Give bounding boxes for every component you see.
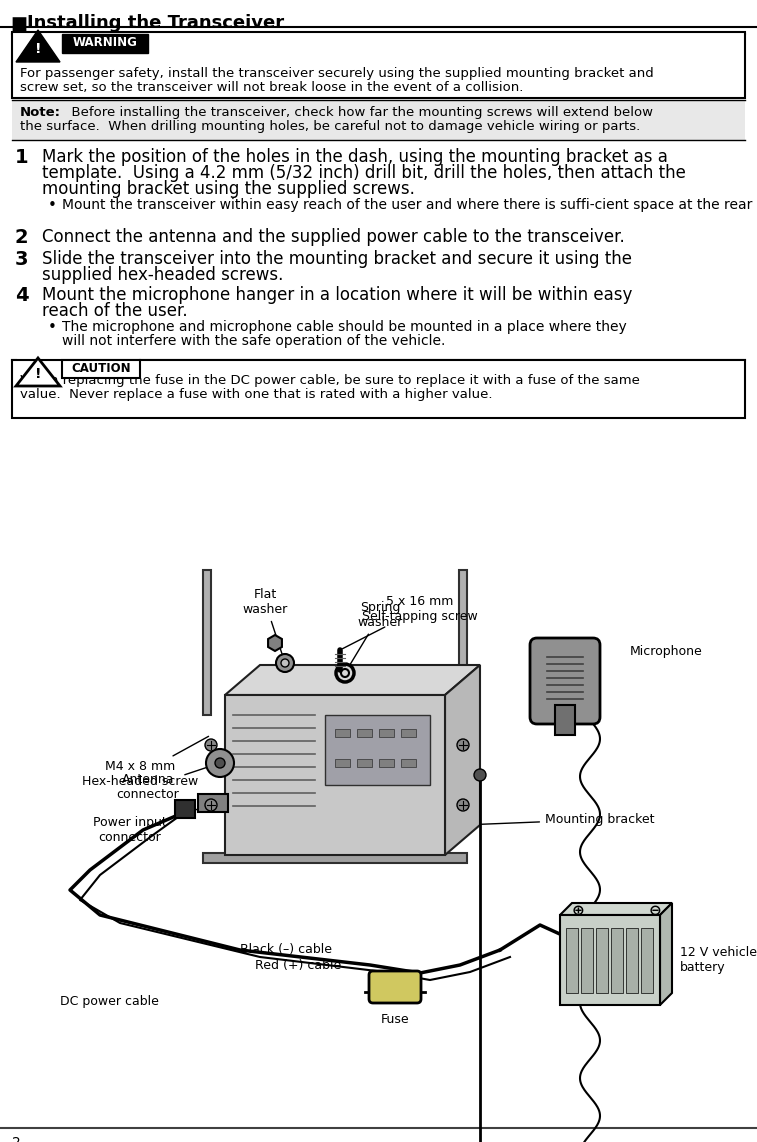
Bar [379,759,394,767]
Bar [626,928,638,994]
Text: template.  Using a 4.2 mm (5/32 inch) drill bit, drill the holes, then attach th: template. Using a 4.2 mm (5/32 inch) dri… [42,164,686,182]
Text: Note:: Note: [20,106,61,119]
Bar [641,928,653,994]
Text: 12 V vehicle
battery: 12 V vehicle battery [680,946,757,974]
Bar [12,360,745,418]
Bar [357,759,372,767]
Text: Mounting bracket: Mounting bracket [466,813,655,826]
Polygon shape [225,665,480,695]
Text: value.  Never replace a fuse with one that is rated with a higher value.: value. Never replace a fuse with one tha… [20,388,493,401]
Text: 5 x 16 mm
Self-tapping screw: 5 x 16 mm Self-tapping screw [342,595,478,649]
Bar [566,928,578,994]
Text: the surface.  When drilling mounting holes, be careful not to damage vehicle wir: the surface. When drilling mounting hole… [20,120,640,132]
Polygon shape [560,915,660,1005]
Polygon shape [16,357,60,386]
Text: will not interfere with the safe operation of the vehicle.: will not interfere with the safe operati… [62,333,445,348]
Circle shape [457,799,469,811]
Text: Red (+) cable: Red (+) cable [255,959,341,972]
Text: Flat
washer: Flat washer [242,588,288,660]
Polygon shape [16,30,60,62]
Text: •: • [48,198,57,214]
Circle shape [205,799,217,811]
Text: The microphone and microphone cable should be mounted in a place where they: The microphone and microphone cable shou… [62,320,627,333]
Bar [335,729,350,737]
Bar [325,715,430,785]
Bar [401,729,416,737]
Bar [611,928,623,994]
Text: Microphone: Microphone [630,645,702,658]
Bar [198,794,228,812]
Text: !: ! [35,367,41,381]
Text: WARNING: WARNING [73,37,138,49]
Text: reach of the user.: reach of the user. [42,301,188,320]
Text: ■: ■ [10,15,27,33]
Text: Black (–) cable: Black (–) cable [240,943,332,956]
Text: 3: 3 [15,250,29,270]
Bar [401,759,416,767]
Polygon shape [268,635,282,651]
Bar [357,729,372,737]
Circle shape [206,749,234,777]
Text: !: ! [35,42,41,56]
Text: screw set, so the transceiver will not break loose in the event of a collision.: screw set, so the transceiver will not b… [20,81,523,94]
Bar [555,705,575,735]
Text: Spring
washer: Spring washer [347,601,403,670]
FancyBboxPatch shape [369,971,421,1003]
Text: Fuse: Fuse [381,1013,410,1026]
Polygon shape [660,903,672,1005]
Text: Mount the transceiver within easy reach of the user and where there is suffi­cie: Mount the transceiver within easy reach … [62,198,757,212]
Text: DC power cable: DC power cable [60,995,159,1008]
Text: Antenna
connector: Antenna connector [117,764,217,801]
Bar [12,32,745,98]
Text: mounting bracket using the supplied screws.: mounting bracket using the supplied scre… [42,180,415,198]
Circle shape [205,739,217,751]
Polygon shape [225,695,445,855]
Text: Power input
connector: Power input connector [93,806,205,844]
Circle shape [474,769,486,781]
Bar [581,928,593,994]
Text: For passenger safety, install the transceiver securely using the supplied mounti: For passenger safety, install the transc… [20,67,654,80]
Text: CAUTION: CAUTION [71,362,131,376]
Text: ⊕: ⊕ [572,902,584,917]
Text: When replacing the fuse in the DC power cable, be sure to replace it with a fuse: When replacing the fuse in the DC power … [20,373,640,387]
Text: Mount the microphone hanger in a location where it will be within easy: Mount the microphone hanger in a locatio… [42,286,632,304]
Bar [203,570,211,715]
Polygon shape [445,665,480,855]
Bar [459,570,467,715]
Bar [335,759,350,767]
Text: Installing the Transceiver: Installing the Transceiver [27,14,284,32]
Text: •: • [48,320,57,335]
Text: 2: 2 [15,228,29,247]
Bar [175,801,195,818]
FancyBboxPatch shape [530,638,600,724]
Bar [62,34,148,53]
Bar [596,928,608,994]
Text: M4 x 8 mm
Hex-headed screw: M4 x 8 mm Hex-headed screw [82,737,209,788]
Bar [379,729,394,737]
Text: Before installing the transceiver, check how far the mounting screws will extend: Before installing the transceiver, check… [63,106,653,119]
Text: 4: 4 [15,286,29,305]
Bar [203,853,467,863]
Text: 2: 2 [12,1136,20,1142]
Polygon shape [560,903,672,915]
Text: 1: 1 [15,148,29,167]
Circle shape [457,739,469,751]
Bar [12,100,745,140]
Text: Mark the position of the holes in the dash, using the mounting bracket as a: Mark the position of the holes in the da… [42,148,668,166]
Bar [62,360,140,378]
Text: supplied hex-headed screws.: supplied hex-headed screws. [42,266,283,284]
Text: Connect the antenna and the supplied power cable to the transceiver.: Connect the antenna and the supplied pow… [42,228,625,246]
Text: ⊖: ⊖ [649,902,662,917]
Circle shape [281,659,289,667]
Circle shape [215,758,225,769]
Text: Slide the transceiver into the mounting bracket and secure it using the: Slide the transceiver into the mounting … [42,250,632,268]
Circle shape [276,654,294,671]
